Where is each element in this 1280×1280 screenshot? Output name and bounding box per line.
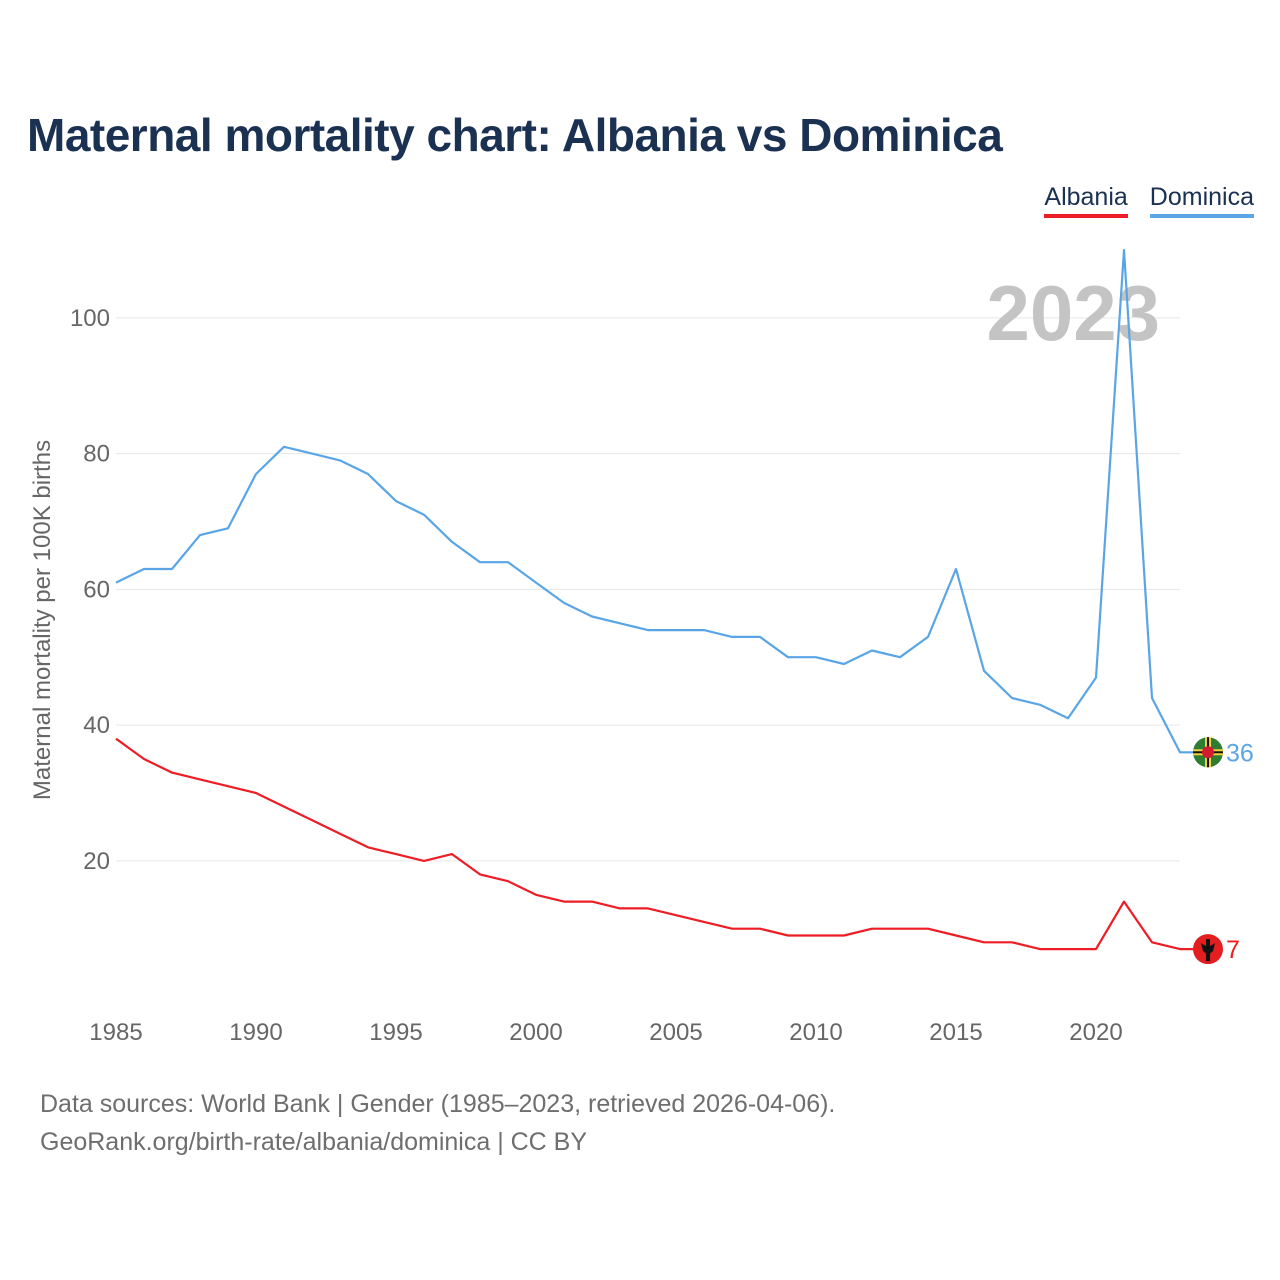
end-value-label-albania: 7 [1226, 936, 1240, 964]
legend-item-dominica[interactable]: Dominica [1149, 183, 1254, 218]
chart-title: Maternal mortality chart: Albania vs Dom… [27, 109, 1003, 161]
x-tick-label-2015: 2015 [929, 1019, 982, 1046]
x-tick-label-2020: 2020 [1069, 1019, 1122, 1046]
series-line-albania[interactable] [115, 737, 1208, 951]
x-tick-label-1995: 1995 [369, 1019, 422, 1046]
y-axis-label: Maternal mortality per 100K births [29, 440, 56, 800]
end-markers: 7 36 [1193, 737, 1254, 965]
x-tick-label-1990: 1990 [229, 1019, 282, 1046]
source-line-1: Data sources: World Bank | Gender (1985–… [40, 1090, 836, 1118]
flag-marker-albania [1193, 934, 1223, 965]
y-tick-label-80: 80 [83, 441, 110, 468]
y-tick-label-60: 60 [83, 576, 110, 603]
legend-item-albania[interactable]: Albania [1044, 183, 1128, 218]
x-tick-label-2000: 2000 [509, 1019, 562, 1046]
grid [116, 317, 1180, 862]
y-tick-label-100: 100 [70, 305, 110, 332]
source-line-2[interactable]: GeoRank.org/birth-rate/albania/dominica … [40, 1128, 588, 1156]
series [115, 248, 1208, 951]
y-axis: 20 40 60 80 100 [70, 305, 110, 875]
end-value-label-dominica: 36 [1226, 739, 1254, 767]
x-tick-label-2005: 2005 [649, 1019, 702, 1046]
y-tick-label-20: 20 [83, 848, 110, 875]
series-line-dominica[interactable] [115, 248, 1208, 754]
source-note: Data sources: World Bank | Gender (1985–… [40, 1085, 835, 1161]
x-axis: 1985 1990 1995 2000 2005 2010 2015 2020 [89, 1019, 1122, 1046]
x-tick-label-2010: 2010 [789, 1019, 842, 1046]
flag-marker-dominica [1193, 737, 1223, 768]
x-tick-label-1985: 1985 [89, 1019, 142, 1046]
y-tick-label-40: 40 [83, 712, 110, 739]
year-label: 2023 [986, 269, 1160, 357]
legend: Albania Dominica [1044, 183, 1254, 218]
